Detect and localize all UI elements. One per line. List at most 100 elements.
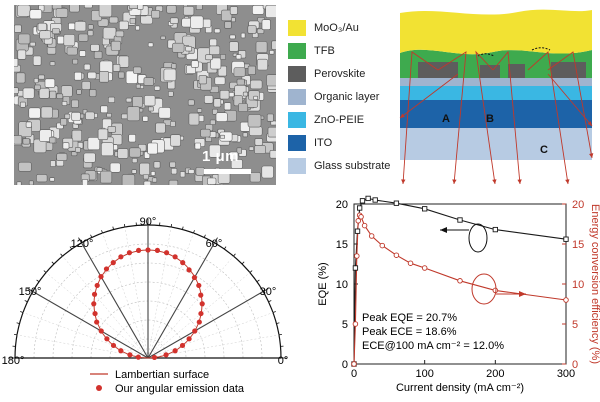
- sem-grain: [115, 30, 125, 38]
- emission-data-point: [191, 274, 198, 281]
- sem-grain: [233, 67, 246, 77]
- sem-grain: [84, 5, 93, 9]
- eqe-marker: [372, 197, 378, 203]
- legend-label-lambertian: Lambertian surface: [115, 369, 209, 381]
- sem-grain: [117, 148, 129, 159]
- ray-arrow-icon: [452, 179, 457, 184]
- sem-grain: [76, 89, 82, 95]
- angle-label-120: 120°: [71, 238, 94, 250]
- sem-grain: [28, 180, 34, 185]
- ray-label-c: C: [540, 144, 548, 156]
- sem-grain: [32, 55, 42, 66]
- ece-marker: [355, 218, 361, 224]
- ray-arrow-icon: [587, 121, 592, 126]
- sem-grain: [147, 42, 154, 48]
- sem-grain: [126, 106, 140, 122]
- light-ray: [547, 73, 593, 127]
- light-ray: [492, 50, 521, 185]
- sem-grain: [87, 137, 101, 151]
- sem-grain: [33, 78, 39, 84]
- scale-bar: [204, 169, 251, 174]
- sem-grain: [52, 28, 60, 35]
- angle-label-30: 30°: [260, 286, 277, 298]
- sem-grain: [121, 174, 136, 185]
- sem-grain: [208, 144, 221, 158]
- sem-grain: [252, 5, 265, 15]
- sem-grain: [220, 134, 225, 139]
- sem-grain: [236, 147, 242, 154]
- sem-grain: [60, 85, 73, 97]
- polar-tick: [90, 234, 93, 238]
- polar-major-spoke: [147, 242, 215, 359]
- sem-grain: [198, 75, 207, 85]
- series-markers: [351, 195, 569, 367]
- legend-label-glass: Glass substrate: [314, 160, 391, 172]
- polar-tick: [268, 300, 272, 303]
- sem-grain: [187, 99, 195, 106]
- sem-grain: [17, 5, 31, 17]
- sem-grain: [81, 81, 91, 90]
- emission-data-point: [154, 247, 161, 254]
- x-axis-label: Current density (mA cm⁻²): [396, 382, 524, 394]
- polar-tick: [182, 226, 184, 230]
- sem-grain: [169, 161, 176, 168]
- ray-arrow-icon: [401, 179, 406, 184]
- ray-arrow-icon: [517, 179, 522, 184]
- sem-grain: [106, 113, 112, 118]
- sem-grain: [49, 90, 57, 99]
- annotation-ece-100: ECE@100 mA cm⁻² = 12.0%: [362, 340, 504, 352]
- sem-grain: [15, 72, 26, 84]
- ray-arrow-icon: [492, 179, 497, 184]
- legend-row-tfb: TFB: [288, 43, 335, 59]
- ece-marker: [457, 278, 463, 284]
- sem-grain: [99, 71, 109, 83]
- sem-grain: [205, 54, 213, 61]
- legend-label-ito: ITO: [314, 137, 333, 149]
- sem-grain: [63, 34, 76, 47]
- sem-grain: [22, 138, 30, 145]
- polar-tick: [13, 333, 18, 336]
- polar-tick: [27, 288, 34, 292]
- y-tick-label: 0: [342, 359, 348, 371]
- emission-data-point: [127, 352, 133, 358]
- sem-grain: [170, 134, 181, 147]
- annotation-peak-ece: Peak ECE = 18.6%: [362, 326, 457, 338]
- legend-row-glass: Glass substrate: [288, 158, 390, 174]
- sem-grain: [150, 171, 156, 176]
- polar-tick: [233, 253, 236, 257]
- sem-grain: [248, 146, 255, 151]
- sem-grain: [29, 41, 36, 47]
- emission-data-point: [91, 291, 98, 297]
- emission-data-point: [199, 301, 205, 307]
- sem-grain: [112, 63, 121, 72]
- legend-row-zno: ZnO-PEIE: [288, 112, 364, 128]
- y-tick-label: 15: [336, 239, 348, 251]
- sem-grain: [209, 119, 216, 126]
- swatch-organic: [288, 89, 306, 105]
- sem-grain: [71, 99, 79, 108]
- sem-grain: [191, 60, 199, 68]
- sem-grain: [66, 46, 78, 56]
- sem-grain: [14, 24, 22, 33]
- sem-grain: [118, 55, 130, 68]
- sem-grain: [266, 113, 274, 122]
- sem-grain: [85, 111, 95, 120]
- sem-grain: [57, 35, 65, 45]
- eqe-marker: [393, 200, 400, 206]
- polar-grid-spoke: [22, 312, 149, 359]
- sem-grain: [219, 131, 233, 142]
- sem-grain: [209, 45, 221, 56]
- swatch-tfb: [288, 43, 306, 59]
- sem-grain: [195, 5, 203, 10]
- sem-grain: [60, 118, 68, 126]
- sem-grain: [249, 172, 261, 183]
- polar-major-spoke: [81, 242, 149, 359]
- angle-label-60: 60°: [206, 238, 223, 250]
- polar-major-spoke: [32, 291, 149, 359]
- legend-label-tfb: TFB: [314, 45, 335, 57]
- legend-label-organic: Organic layer: [314, 91, 380, 103]
- sem-grain: [125, 70, 138, 84]
- swatch-zno: [288, 112, 306, 128]
- layer-moo3: [400, 9, 592, 55]
- emission-data-point: [196, 282, 202, 289]
